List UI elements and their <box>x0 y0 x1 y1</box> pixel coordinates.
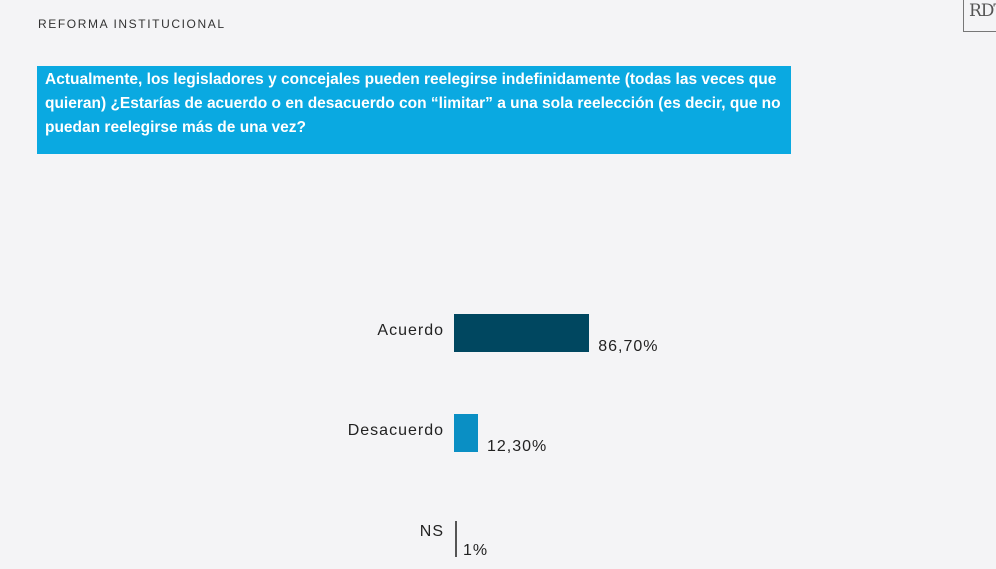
category-label: NS <box>419 523 444 540</box>
bar-acuerdo <box>454 314 590 352</box>
logo: RDT <box>963 0 996 32</box>
question-box: Actualmente, los legisladores y concejal… <box>37 66 791 154</box>
value-label: 12,30% <box>487 438 548 455</box>
bar-desacuerdo <box>454 414 478 452</box>
value-label: 1% <box>463 542 489 559</box>
category-label: Acuerdo <box>377 322 444 339</box>
section-title: REFORMA INSTITUCIONAL <box>38 17 226 31</box>
category-label: Desacuerdo <box>347 422 444 439</box>
bar-ns <box>455 521 457 557</box>
value-label: 86,70% <box>598 338 659 355</box>
